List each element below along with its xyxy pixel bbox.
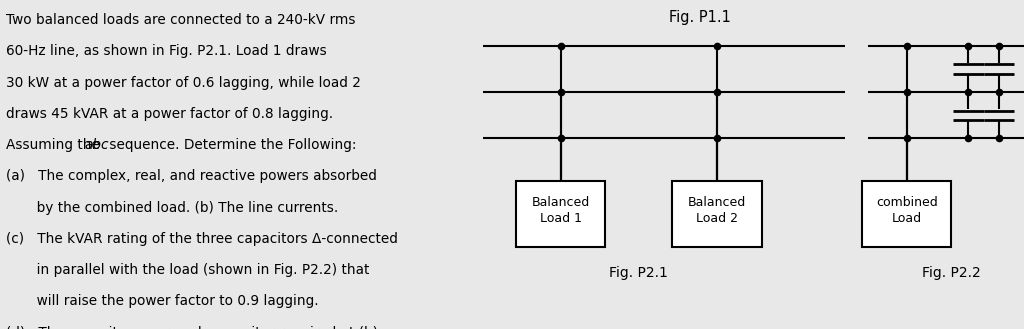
Text: (c)   The kVAR rating of the three capacitors Δ-connected: (c) The kVAR rating of the three capacit… xyxy=(6,232,398,246)
Text: draws 45 kVAR at a power factor of 0.8 lagging.: draws 45 kVAR at a power factor of 0.8 l… xyxy=(6,107,333,121)
Text: will raise the power factor to 0.9 lagging.: will raise the power factor to 0.9 laggi… xyxy=(6,294,318,309)
Text: Fig. P2.1: Fig. P2.1 xyxy=(609,266,669,281)
FancyBboxPatch shape xyxy=(862,181,951,247)
Text: (a)   The complex, real, and reactive powers absorbed: (a) The complex, real, and reactive powe… xyxy=(6,169,377,184)
Text: Fig. P2.2: Fig. P2.2 xyxy=(922,266,981,281)
FancyBboxPatch shape xyxy=(673,181,762,247)
Text: (d)   The capacitance or each capacitor required at (b).: (d) The capacitance or each capacitor re… xyxy=(6,326,382,329)
Text: Load: Load xyxy=(892,212,922,225)
Text: Balanced: Balanced xyxy=(531,196,590,209)
Text: Two balanced loads are connected to a 240-kV rms: Two balanced loads are connected to a 24… xyxy=(6,13,355,27)
Text: 30 kW at a power factor of 0.6 lagging, while load 2: 30 kW at a power factor of 0.6 lagging, … xyxy=(6,76,360,90)
Text: abc: abc xyxy=(84,138,109,152)
Text: Load 2: Load 2 xyxy=(696,212,738,225)
Text: 60-Hz line, as shown in Fig. P2.1. Load 1 draws: 60-Hz line, as shown in Fig. P2.1. Load … xyxy=(6,44,327,59)
Text: combined: combined xyxy=(876,196,938,209)
Text: Load 1: Load 1 xyxy=(540,212,582,225)
FancyBboxPatch shape xyxy=(516,181,605,247)
Text: in parallel with the load (shown in Fig. P2.2) that: in parallel with the load (shown in Fig.… xyxy=(6,263,370,277)
Text: Assuming the: Assuming the xyxy=(6,138,104,152)
Text: Balanced: Balanced xyxy=(688,196,746,209)
Text: sequence. Determine the Following:: sequence. Determine the Following: xyxy=(105,138,356,152)
Text: Fig. P1.1: Fig. P1.1 xyxy=(670,10,731,25)
Text: by the combined load. (b) The line currents.: by the combined load. (b) The line curre… xyxy=(6,201,338,215)
